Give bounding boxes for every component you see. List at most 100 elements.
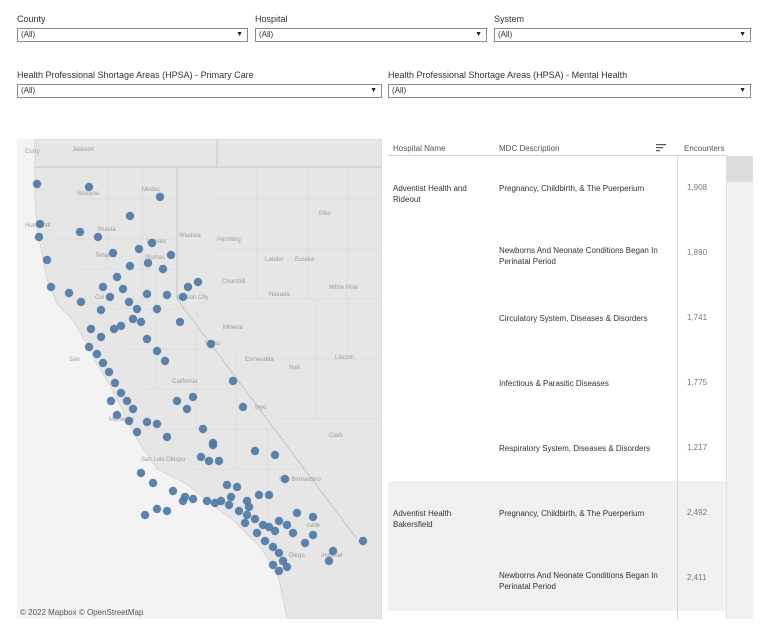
hospital-marker[interactable] — [93, 232, 103, 242]
hospital-marker[interactable] — [75, 227, 85, 237]
hospital-marker[interactable] — [358, 536, 368, 546]
hospital-marker[interactable] — [152, 346, 162, 356]
hospital-marker[interactable] — [104, 367, 114, 377]
hospital-marker[interactable] — [180, 492, 190, 502]
hospital-marker[interactable] — [124, 297, 134, 307]
hospital-marker[interactable] — [178, 292, 188, 302]
hospital-marker[interactable] — [136, 468, 146, 478]
hospital-marker[interactable] — [162, 432, 172, 442]
hospital-marker[interactable] — [172, 396, 182, 406]
hospital-marker[interactable] — [300, 538, 310, 548]
hospital-marker[interactable] — [34, 232, 44, 242]
hospital-marker[interactable] — [168, 486, 178, 496]
hospital-marker[interactable] — [264, 522, 274, 532]
hospital-marker[interactable] — [42, 255, 52, 265]
col-header-hospital[interactable]: Hospital Name — [393, 144, 446, 153]
hospital-marker[interactable] — [252, 528, 262, 538]
hospital-marker[interactable] — [155, 192, 165, 202]
hospital-marker[interactable] — [32, 179, 42, 189]
hospital-marker[interactable] — [128, 404, 138, 414]
hospital-marker[interactable] — [282, 562, 292, 572]
hospital-marker[interactable] — [98, 358, 108, 368]
hospital-marker[interactable] — [35, 219, 45, 229]
mdc-description-cell[interactable]: Infectious & Parasitic Diseases — [499, 379, 609, 388]
hospital-marker[interactable] — [64, 288, 74, 298]
hospital-marker[interactable] — [162, 290, 172, 300]
hospital-name-cell[interactable]: Adventist Health and Rideout — [393, 184, 467, 204]
hospital-marker[interactable] — [250, 514, 260, 524]
hospital-marker[interactable] — [238, 402, 248, 412]
hospital-marker[interactable] — [152, 419, 162, 429]
hospital-marker[interactable] — [116, 321, 126, 331]
hospital-marker[interactable] — [206, 339, 216, 349]
hospital-marker[interactable] — [96, 332, 106, 342]
hospital-marker[interactable] — [132, 427, 142, 437]
hospital-marker[interactable] — [106, 396, 116, 406]
hospital-marker[interactable] — [140, 510, 150, 520]
hospital-marker[interactable] — [193, 277, 203, 287]
hospital-marker[interactable] — [214, 456, 224, 466]
hospital-marker[interactable] — [143, 258, 153, 268]
hospital-marker[interactable] — [142, 289, 152, 299]
hospital-marker[interactable] — [274, 516, 284, 526]
hospital-marker[interactable] — [224, 500, 234, 510]
hpsa-primary-select[interactable]: (All) ▼ — [17, 84, 382, 98]
hospital-marker[interactable] — [234, 506, 244, 516]
col-header-encounters[interactable]: Encounters — [684, 144, 725, 153]
hospital-marker[interactable] — [86, 324, 96, 334]
hospital-marker[interactable] — [182, 404, 192, 414]
encounters-cell[interactable]: 1,775 — [687, 378, 708, 387]
hospital-map[interactable]: CurryJacksonSiskiyouModocHumboldtShastaL… — [17, 139, 382, 619]
hospital-marker[interactable] — [328, 546, 338, 556]
hospital-marker[interactable] — [116, 388, 126, 398]
hospital-marker[interactable] — [222, 480, 232, 490]
encounters-cell[interactable]: 1,741 — [687, 313, 708, 322]
hospital-marker[interactable] — [122, 396, 132, 406]
hospital-marker[interactable] — [84, 342, 94, 352]
hospital-marker[interactable] — [188, 494, 198, 504]
hospital-marker[interactable] — [196, 452, 206, 462]
encounters-cell[interactable]: 2,492 — [687, 508, 708, 517]
hospital-marker[interactable] — [280, 474, 290, 484]
hospital-marker[interactable] — [125, 261, 135, 271]
hospital-marker[interactable] — [160, 356, 170, 366]
hospital-marker[interactable] — [112, 410, 122, 420]
map-canvas[interactable]: CurryJacksonSiskiyouModocHumboldtShastaL… — [17, 139, 382, 619]
table-scrollbar[interactable] — [726, 156, 753, 619]
encounters-cell[interactable]: 1,890 — [687, 248, 708, 257]
hospital-marker[interactable] — [148, 478, 158, 488]
hospital-marker[interactable] — [260, 536, 270, 546]
hospital-marker[interactable] — [292, 508, 302, 518]
hospital-marker[interactable] — [105, 292, 115, 302]
county-select[interactable]: (All) ▼ — [17, 28, 248, 42]
hpsa-mental-select[interactable]: (All) ▼ — [388, 84, 751, 98]
hospital-marker[interactable] — [216, 496, 226, 506]
hospital-name-cell[interactable]: Adventist Health Bakersfield — [393, 509, 452, 529]
hospital-marker[interactable] — [136, 317, 146, 327]
hospital-marker[interactable] — [308, 512, 318, 522]
hospital-marker[interactable] — [147, 238, 157, 248]
hospital-select[interactable]: (All) ▼ — [255, 28, 487, 42]
hospital-marker[interactable] — [142, 334, 152, 344]
hospital-marker[interactable] — [158, 264, 168, 274]
hospital-marker[interactable] — [254, 490, 264, 500]
system-select[interactable]: (All) ▼ — [494, 28, 751, 42]
encounters-cell[interactable]: 1,908 — [687, 183, 708, 192]
hospital-marker[interactable] — [152, 504, 162, 514]
encounters-cell[interactable]: 1,217 — [687, 443, 708, 452]
col-header-mdc[interactable]: MDC Description — [499, 144, 560, 153]
hospital-marker[interactable] — [226, 492, 236, 502]
hospital-marker[interactable] — [268, 542, 278, 552]
hospital-marker[interactable] — [188, 392, 198, 402]
hospital-marker[interactable] — [204, 456, 214, 466]
hospital-marker[interactable] — [202, 496, 212, 506]
hospital-marker[interactable] — [240, 518, 250, 528]
hospital-marker[interactable] — [278, 556, 288, 566]
hospital-marker[interactable] — [270, 526, 280, 536]
hospital-marker[interactable] — [242, 510, 252, 520]
mdc-description-cell[interactable]: Newborns And Neonate Conditions Began In… — [499, 246, 658, 266]
hospital-marker[interactable] — [128, 314, 138, 324]
hospital-marker[interactable] — [308, 530, 318, 540]
hospital-marker[interactable] — [228, 376, 238, 386]
mdc-description-cell[interactable]: Pregnancy, Childbirth, & The Puerperium — [499, 509, 645, 518]
